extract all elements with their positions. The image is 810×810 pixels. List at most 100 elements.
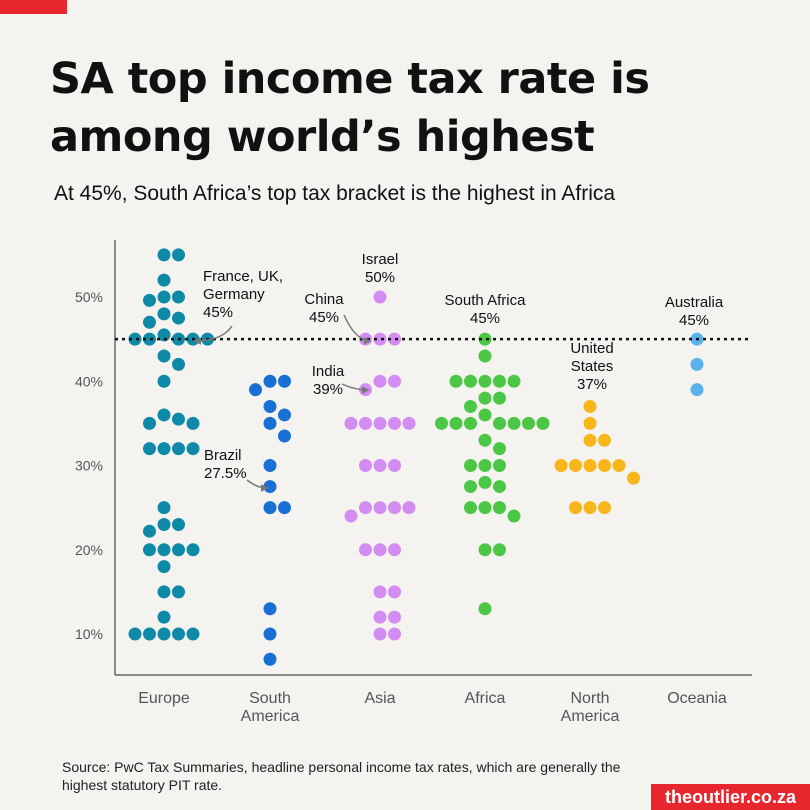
data-point [262, 626, 278, 642]
data-point [171, 516, 186, 532]
data-point [277, 500, 292, 516]
data-point [372, 373, 388, 389]
y-tick-label: 10% [75, 626, 103, 642]
data-point [597, 432, 612, 448]
annotation-label: South Africa [445, 292, 527, 309]
data-point [262, 651, 278, 667]
data-point [171, 310, 186, 326]
annotation-label: France, UK, [203, 268, 283, 285]
accent-bar [0, 0, 67, 14]
data-point [492, 542, 507, 558]
data-point [582, 458, 598, 473]
data-point [142, 626, 157, 642]
data-point [477, 407, 493, 423]
data-point [127, 626, 143, 642]
data-point [156, 289, 172, 305]
data-point [156, 407, 172, 423]
y-tick-label: 20% [75, 542, 103, 558]
data-point [372, 542, 388, 558]
data-point [582, 415, 598, 431]
data-point [597, 500, 612, 516]
data-point [156, 272, 172, 288]
data-point [477, 458, 493, 473]
data-point [463, 399, 478, 415]
data-point [492, 415, 507, 431]
data-point [185, 626, 201, 642]
data-point [171, 626, 186, 642]
annotation-label: 45% [309, 309, 339, 326]
annotation-label: Germany [203, 286, 265, 303]
data-point [492, 500, 507, 516]
data-point [492, 373, 507, 389]
data-point [463, 415, 478, 431]
data-point [387, 609, 402, 625]
data-point [568, 458, 583, 473]
data-point [448, 415, 464, 431]
data-point [156, 441, 172, 457]
data-point [372, 458, 388, 473]
annotation-arrow [246, 479, 269, 492]
data-point [582, 399, 598, 415]
annotation-label: 27.5% [204, 465, 247, 482]
data-point [521, 415, 536, 431]
data-point [401, 415, 417, 431]
data-point [156, 306, 172, 322]
data-point [553, 458, 569, 473]
page-subtitle: At 45%, South Africa’s top tax bracket i… [54, 182, 616, 205]
data-point [477, 500, 493, 516]
annotation-arrow [341, 383, 370, 394]
data-point [626, 470, 641, 486]
data-point [597, 458, 612, 473]
data-point [358, 500, 373, 516]
x-tick-label: Asia [364, 690, 395, 707]
annotation-label: United [570, 340, 613, 357]
data-point [171, 584, 186, 600]
data-point [156, 516, 172, 532]
data-point [262, 500, 278, 516]
data-point [492, 458, 507, 473]
y-tick-label: 30% [75, 458, 103, 474]
data-point [506, 415, 522, 431]
annotation-label: 45% [470, 310, 500, 327]
data-point [156, 559, 172, 575]
data-point [582, 500, 598, 516]
data-point [372, 289, 388, 305]
x-tick-label: Oceania [667, 690, 727, 707]
source-note: Source: PwC Tax Summaries, headline pers… [62, 759, 621, 793]
data-point [689, 382, 705, 398]
annotation-label: Australia [665, 294, 724, 311]
data-point [477, 474, 493, 490]
annotation-arrow [343, 314, 372, 345]
data-point [372, 584, 388, 600]
data-point [372, 500, 388, 516]
data-point [434, 415, 449, 431]
x-tick-label: America [561, 708, 620, 725]
data-point [463, 479, 478, 495]
data-point [142, 542, 157, 558]
data-point [277, 373, 292, 389]
data-point [492, 441, 507, 457]
data-point [358, 458, 373, 473]
data-point [358, 415, 373, 431]
data-point [611, 458, 627, 473]
data-point [156, 327, 172, 343]
data-point [142, 292, 157, 308]
data-point [262, 373, 278, 389]
data-point [156, 348, 172, 364]
data-point [387, 415, 402, 431]
brand-badge[interactable]: theoutlier.co.za [651, 784, 810, 810]
data-point [262, 458, 278, 473]
data-point [463, 500, 478, 516]
y-tick-label: 40% [75, 373, 103, 389]
page-title: SA top income tax rate is among world’s … [50, 54, 650, 162]
x-tick-label: America [241, 708, 300, 725]
data-point [262, 399, 278, 415]
data-point [262, 415, 278, 431]
data-point [582, 432, 598, 448]
data-point [343, 415, 359, 431]
data-point [372, 626, 388, 642]
y-tick-label: 50% [75, 289, 103, 305]
data-point [568, 500, 583, 516]
data-point [185, 415, 201, 431]
